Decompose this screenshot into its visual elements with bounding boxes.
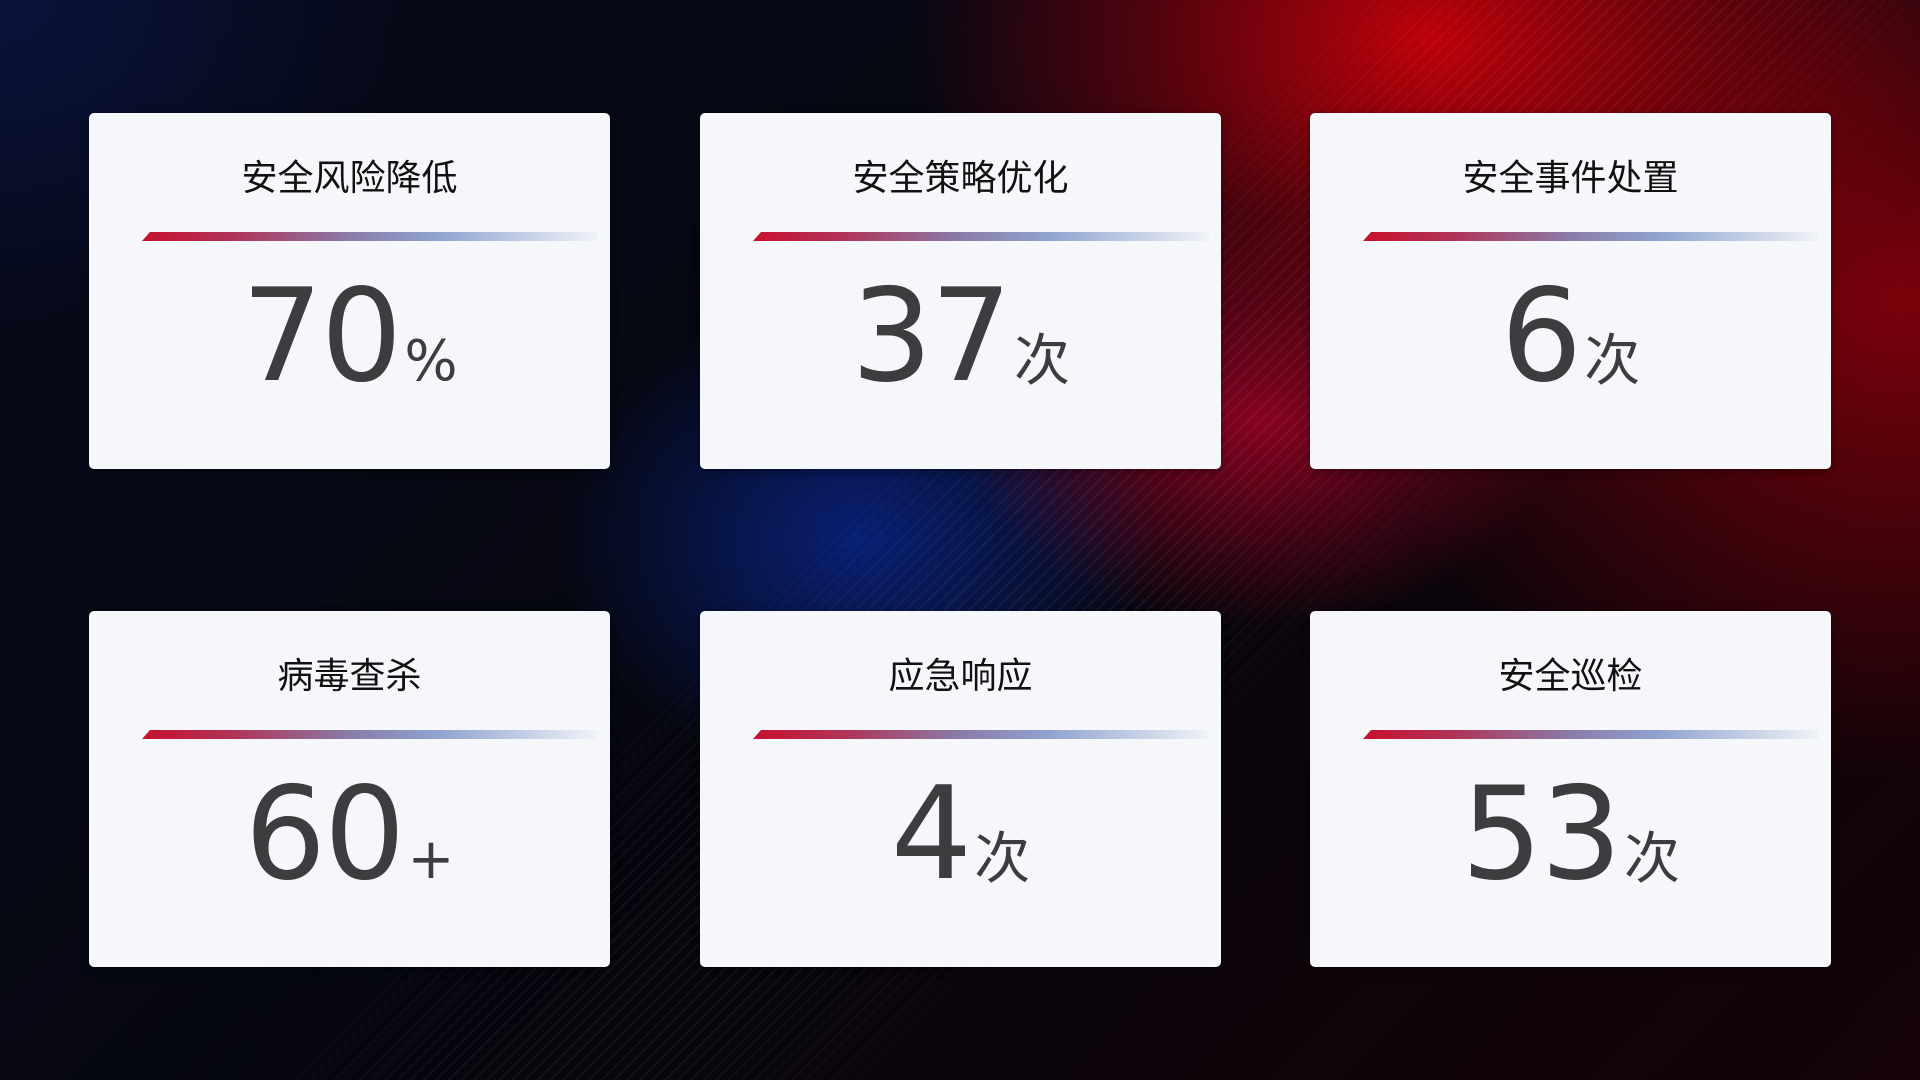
stat-card-emergency-response: 应急响应 4次 <box>700 611 1221 967</box>
value-unit: + <box>407 827 455 892</box>
value-number: 70 <box>241 262 402 411</box>
value-unit: % <box>404 329 458 394</box>
value-number: 60 <box>244 760 406 909</box>
card-divider <box>753 232 1209 241</box>
value-number: 37 <box>851 262 1012 411</box>
value-unit: 次 <box>1623 827 1680 892</box>
card-value: 6次 <box>1310 273 1831 401</box>
value-unit: 次 <box>1013 329 1070 394</box>
card-value: 53次 <box>1310 771 1831 899</box>
card-title: 病毒查杀 <box>277 656 422 697</box>
card-divider <box>142 232 598 241</box>
card-value: 37次 <box>700 273 1221 401</box>
stat-card-incident-handling: 安全事件处置 6次 <box>1310 113 1831 469</box>
card-value: 70% <box>89 273 610 401</box>
card-title: 安全策略优化 <box>852 158 1069 199</box>
value-number: 53 <box>1461 760 1622 909</box>
card-title: 安全巡检 <box>1498 656 1643 697</box>
card-divider <box>1363 232 1819 241</box>
value-unit: 次 <box>1584 329 1641 394</box>
value-unit: 次 <box>974 827 1031 892</box>
stat-card-security-inspection: 安全巡检 53次 <box>1310 611 1831 967</box>
card-value: 60+ <box>89 771 610 899</box>
card-divider <box>1363 730 1819 739</box>
stat-card-virus-removal: 病毒查杀 60+ <box>89 611 610 967</box>
card-title: 安全风险降低 <box>241 158 458 199</box>
card-divider <box>142 730 598 739</box>
value-number: 4 <box>890 760 972 909</box>
card-value: 4次 <box>700 771 1221 899</box>
stat-card-risk-reduction: 安全风险降低 70% <box>89 113 610 469</box>
stat-card-policy-optimization: 安全策略优化 37次 <box>700 113 1221 469</box>
value-number: 6 <box>1500 262 1582 411</box>
card-divider <box>753 730 1209 739</box>
card-title: 应急响应 <box>888 656 1033 697</box>
card-title: 安全事件处置 <box>1462 158 1679 199</box>
